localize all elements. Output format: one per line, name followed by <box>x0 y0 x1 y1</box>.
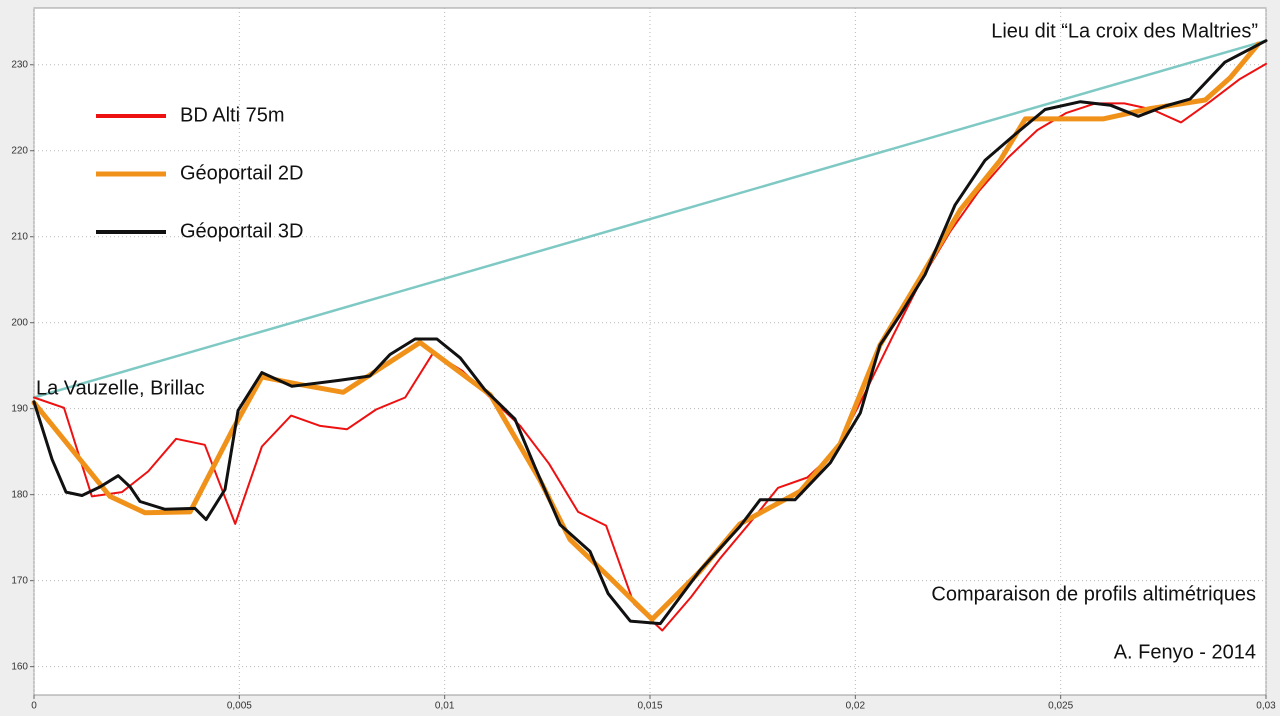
legend-label: BD Alti 75m <box>180 104 284 126</box>
x-tick-label: 0 <box>31 701 37 712</box>
x-tick-label: 0,005 <box>227 701 252 712</box>
y-tick-label: 170 <box>11 575 28 586</box>
y-tick-label: 190 <box>11 403 28 414</box>
y-tick-label: 220 <box>11 145 28 156</box>
y-tick-label: 160 <box>11 661 28 672</box>
lines <box>31 39 1268 632</box>
series-line <box>31 41 1261 622</box>
x-tick-label: 0,03 <box>1256 701 1276 712</box>
y-tick-label: 200 <box>11 317 28 328</box>
series-line <box>32 39 1268 399</box>
x-tick-label: 0,025 <box>1048 701 1073 712</box>
x-tick-label: 0,01 <box>435 701 455 712</box>
series-line <box>32 39 1268 626</box>
y-tick-label: 180 <box>11 489 28 500</box>
annotation: Lieu dit “La croix des Maltries” <box>991 20 1258 42</box>
legend: BD Alti 75m Géoportail 2D Géoportail 3D <box>96 104 303 242</box>
annotation: Comparaison de profils altimétriques <box>931 583 1256 605</box>
legend-label: Géoportail 3D <box>180 220 303 242</box>
annotation: La Vauzelle, Brillac <box>36 377 205 399</box>
legend-label: Géoportail 2D <box>180 162 303 184</box>
x-tick-label: 0,02 <box>846 701 866 712</box>
grid: 160 170 180 190 200 210 220 230 0 0,005 0,01 0,015 0… <box>11 8 1276 712</box>
y-tick-label: 230 <box>11 59 28 70</box>
y-tick-label: 210 <box>11 231 28 242</box>
annotation: A. Fenyo - 2014 <box>1114 641 1256 663</box>
x-tick-label: 0,015 <box>637 701 662 712</box>
